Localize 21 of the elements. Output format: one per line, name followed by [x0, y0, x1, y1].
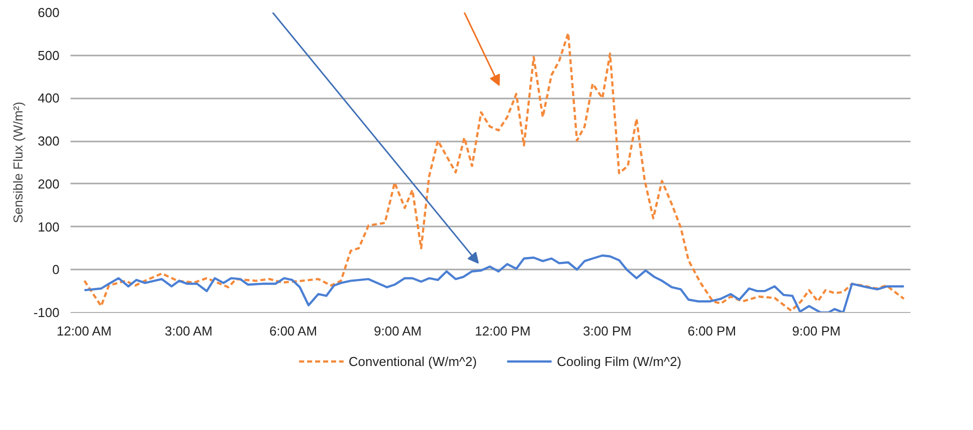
y-tick-label: 300	[38, 134, 60, 149]
y-tick-label: 500	[38, 48, 60, 63]
x-tick-label: 3:00 AM	[164, 324, 213, 338]
legend-label: Cooling Film (W/m^2)	[556, 353, 682, 369]
x-tick-label: 3:00 PM	[583, 324, 632, 338]
y-tick-label: 100	[38, 219, 60, 234]
y-tick-label: 0	[52, 262, 60, 278]
y-tick-label: 200	[38, 176, 60, 192]
legend-label: Conventional (W/m^2)	[348, 353, 477, 369]
x-tick-label: 6:00 AM	[269, 324, 318, 338]
x-tick-label: 12:00 AM	[56, 324, 112, 338]
x-tick-label: 9:00 AM	[374, 324, 422, 338]
line-series	[83, 32, 905, 312]
y-axis-title: Sensible Flux (W/m²)	[10, 102, 26, 224]
y-tick-label: 600	[38, 5, 60, 20]
y-tick-label: -100	[33, 305, 60, 320]
x-tick-label: 6:00 PM	[688, 324, 736, 338]
y-tick-label: 400	[38, 90, 60, 106]
x-tick-label: 9:00 PM	[792, 324, 841, 338]
line-series	[83, 254, 905, 312]
x-tick-label: 12:00 PM	[474, 324, 531, 338]
